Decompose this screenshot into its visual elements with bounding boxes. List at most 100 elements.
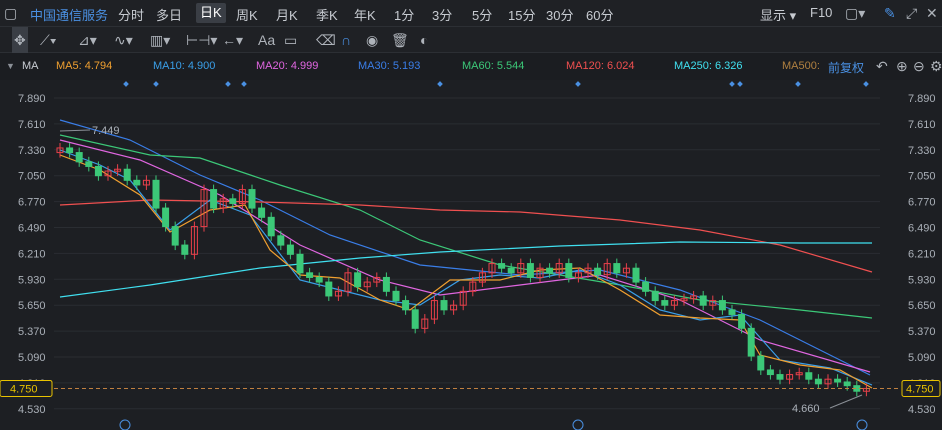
- y-tick-left: 6.490: [18, 223, 46, 235]
- period-11[interactable]: 30分: [546, 8, 574, 23]
- candle-body: [325, 281, 333, 297]
- y-tick-left: 7.890: [18, 93, 46, 105]
- range-icon[interactable]: ⊢⊣▾: [186, 32, 218, 48]
- y-tick-right: 6.490: [908, 223, 936, 235]
- candle-body: [219, 198, 227, 209]
- y-tick-left: 5.650: [18, 300, 46, 312]
- candle-body: [555, 263, 563, 274]
- candle-body: [757, 355, 765, 371]
- add-icon[interactable]: ⊕: [896, 58, 908, 74]
- candle-body: [603, 263, 611, 276]
- pen-icon[interactable]: ✎: [884, 5, 896, 21]
- period-5[interactable]: 季K: [316, 8, 338, 23]
- y-tick-left: 7.330: [18, 145, 46, 157]
- expand-icon[interactable]: ⤢: [906, 5, 918, 21]
- period-12[interactable]: 60分: [586, 8, 614, 23]
- candle-body: [392, 290, 400, 302]
- candle-body: [114, 168, 122, 172]
- event-diamond-icon: [575, 81, 581, 87]
- collapse-icon[interactable]: ▼: [6, 61, 15, 71]
- period-6[interactable]: 年K: [354, 8, 376, 23]
- candle-body: [85, 161, 93, 167]
- candle-body: [94, 165, 102, 177]
- candle-body: [690, 295, 698, 300]
- text-icon[interactable]: Aa: [258, 32, 276, 48]
- candle-body: [699, 295, 707, 306]
- ray-icon[interactable]: ⊿▾: [78, 32, 97, 48]
- candle-body: [296, 253, 304, 274]
- sidebar-toggle-icon[interactable]: ▢: [4, 5, 18, 21]
- display-dropdown[interactable]: 显示 ▾: [760, 8, 797, 23]
- event-marker-icon: [856, 419, 868, 430]
- ma-legend-5: MA120: 6.024: [566, 60, 635, 72]
- remove-icon[interactable]: ⊖: [913, 58, 925, 74]
- trash-icon[interactable]: 🗑: [391, 32, 409, 48]
- undo-icon[interactable]: ↶: [876, 58, 888, 74]
- y-tick-left: 6.210: [18, 248, 46, 260]
- ma-legend-6: MA250: 6.326: [674, 60, 743, 72]
- period-10[interactable]: 15分: [508, 8, 536, 23]
- period-0[interactable]: 分时: [118, 8, 145, 23]
- arrow-left-icon[interactable]: ←▾: [222, 32, 244, 48]
- candle-body: [651, 290, 659, 302]
- f10-button[interactable]: F10: [810, 5, 833, 20]
- candle-body: [526, 263, 534, 278]
- period-3[interactable]: 周K: [236, 8, 258, 23]
- period-4[interactable]: 月K: [276, 8, 298, 23]
- close-icon[interactable]: ✕: [926, 5, 938, 21]
- event-diamond-icon: [737, 81, 743, 87]
- candle-body: [75, 152, 83, 163]
- settings-icon[interactable]: ⚙: [930, 58, 942, 74]
- current-price-tag-right: [901, 379, 941, 397]
- current-price-tag-left: [0, 379, 53, 397]
- period-2[interactable]: 日K: [196, 3, 226, 23]
- candle-body: [661, 300, 669, 306]
- comment-icon[interactable]: ▭: [284, 32, 298, 48]
- y-tick-right: 7.610: [908, 119, 936, 131]
- crosshair-icon[interactable]: ✥: [12, 27, 28, 53]
- y-tick-left: 5.090: [18, 352, 46, 364]
- candle-body: [574, 272, 582, 278]
- candle-body: [238, 189, 246, 204]
- adjust-label[interactable]: 前复权: [828, 61, 865, 75]
- candle-body: [363, 281, 371, 288]
- ma-legend-7: MA500:: [782, 60, 820, 72]
- candle-body: [229, 198, 237, 204]
- wave-icon[interactable]: ∿▾: [114, 32, 133, 48]
- candle-body: [670, 300, 678, 306]
- eye-icon[interactable]: ◉: [366, 32, 379, 48]
- candle-body: [459, 290, 467, 306]
- stock-name[interactable]: 中国通信服务: [30, 8, 109, 23]
- y-tick-right: 5.090: [908, 352, 936, 364]
- candle-body: [181, 244, 189, 255]
- y-tick-right: 6.770: [908, 197, 936, 209]
- candle-body: [814, 378, 822, 385]
- toggle-icon[interactable]: ◐: [420, 32, 429, 48]
- low-label: 4.660: [792, 403, 820, 415]
- event-marker-icon: [572, 419, 584, 430]
- period-8[interactable]: 3分: [432, 8, 453, 23]
- period-7[interactable]: 1分: [394, 8, 415, 23]
- candle-body: [382, 276, 390, 292]
- square-dropdown-icon[interactable]: ▢▾: [845, 5, 866, 21]
- ma-legend-1: MA10: 4.900: [153, 60, 216, 72]
- line-icon[interactable]: ⟋▾: [40, 32, 57, 48]
- period-9[interactable]: 5分: [472, 8, 493, 23]
- candle-body: [488, 263, 496, 274]
- high-pointer: [59, 129, 91, 132]
- kline-chart[interactable]: 7.890 7.890 7.610 7.610 7.330 7.330 7.050 7.050…: [0, 80, 942, 430]
- fib-icon[interactable]: ▥▾: [150, 32, 171, 48]
- candle-body: [373, 276, 381, 283]
- candle-body: [728, 309, 736, 315]
- magnet-icon[interactable]: ∩: [341, 32, 352, 48]
- indicator-name[interactable]: MA: [22, 60, 39, 72]
- event-diamond-icon: [123, 81, 129, 87]
- candle-body: [718, 300, 726, 311]
- period-1[interactable]: 多日: [156, 8, 183, 23]
- eraser-icon[interactable]: ⌫: [316, 32, 336, 48]
- candle-body: [594, 267, 602, 276]
- candle-body: [258, 207, 266, 218]
- candle-body: [469, 281, 477, 292]
- period-toolbar: ▢ 中国通信服务 分时 多日 日K 周K 月K 季K 年K 1分 3分 5分 15分 30分 60分 显…: [0, 0, 942, 27]
- candle-body: [536, 267, 544, 278]
